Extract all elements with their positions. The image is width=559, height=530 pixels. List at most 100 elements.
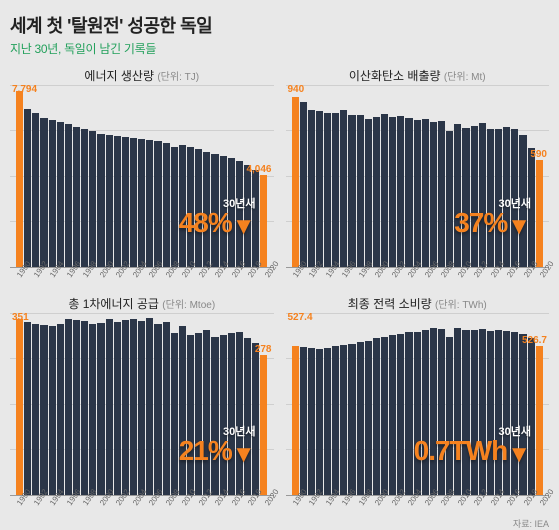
bar: [211, 154, 218, 267]
bar: [357, 115, 364, 267]
bar: [32, 324, 39, 495]
bar: [114, 136, 121, 267]
bar: [81, 321, 88, 495]
bar: [211, 337, 218, 495]
bar: [365, 341, 372, 495]
bar: [503, 331, 510, 495]
bar: [16, 319, 23, 495]
x-axis: 1990199219941996199820002002200420062008…: [286, 498, 550, 516]
bar: [397, 334, 404, 495]
bar: [163, 322, 170, 495]
bar: [519, 135, 526, 267]
bar: [405, 332, 412, 495]
bar: [187, 335, 194, 495]
main-title: 세계 첫 '탈원전' 성공한 독일: [10, 12, 549, 38]
bar: [438, 121, 445, 267]
bar: [357, 342, 364, 495]
bar: [438, 329, 445, 495]
last-value-label: 526.7: [522, 335, 547, 346]
bar: [300, 347, 307, 495]
bar: [316, 111, 323, 267]
bar: [414, 120, 421, 267]
bar: [446, 131, 453, 267]
bar: [220, 335, 227, 495]
bar: [122, 320, 129, 495]
bar: [430, 328, 437, 495]
bar: [81, 129, 88, 267]
bar: [528, 338, 535, 495]
chart-area: 35127830년새21%▼: [10, 314, 274, 496]
first-value-label: 940: [288, 84, 305, 95]
bar: [381, 114, 388, 267]
bar: [130, 138, 137, 267]
bar: [65, 124, 72, 267]
bar: [479, 123, 486, 267]
bar: [89, 324, 96, 495]
bar: [389, 335, 396, 495]
bar: [146, 140, 153, 267]
bar: [97, 134, 104, 267]
bar: [40, 118, 47, 267]
bar: [260, 175, 267, 267]
bar: [244, 338, 251, 495]
bar: [146, 318, 153, 495]
bar: [154, 141, 161, 267]
bar: [16, 91, 23, 267]
bar: [479, 329, 486, 495]
bar: [422, 330, 429, 495]
bar: [292, 346, 299, 495]
bar: [332, 113, 339, 267]
bar: [40, 325, 47, 495]
bar: [179, 145, 186, 267]
bar: [462, 128, 469, 267]
bar: [106, 319, 113, 495]
bar: [57, 122, 64, 267]
chart-area: 527.4526.730년새0.7TWh▼: [286, 314, 550, 496]
bar: [495, 129, 502, 267]
bar: [471, 126, 478, 267]
bar: [179, 326, 186, 495]
bar: [195, 333, 202, 495]
chart-area: 7,7944,04630년새48%▼: [10, 86, 274, 268]
bar: [340, 345, 347, 495]
panel-title: 에너지 생산량 (단위: TJ): [10, 67, 274, 84]
chart-grid: 에너지 생산량 (단위: TJ) 7,7944,04630년새48%▼ 199019…: [10, 67, 549, 515]
last-value-label: 590: [530, 149, 547, 160]
panel-title: 총 1차에너지 공급 (단위: Mtoe): [10, 295, 274, 312]
bar: [163, 143, 170, 267]
bar: [49, 326, 56, 495]
bar: [332, 346, 339, 495]
bar: [97, 323, 104, 495]
bar: [454, 328, 461, 495]
bar: [203, 330, 210, 495]
bar: [373, 338, 380, 495]
bar: [446, 337, 453, 495]
panel-title: 이산화탄소 배출량 (단위: Mt): [286, 67, 550, 84]
bar: [89, 131, 96, 267]
bar: [114, 322, 121, 495]
bar: [308, 348, 315, 495]
bar: [49, 120, 56, 267]
bar: [462, 330, 469, 495]
bar: [511, 332, 518, 495]
bar: [373, 117, 380, 267]
bar: [236, 332, 243, 495]
bar: [316, 349, 323, 495]
bar: [348, 115, 355, 267]
bar: [138, 139, 145, 267]
x-axis: 1990199219941996199820002002200420062008…: [10, 498, 274, 516]
panel-3: 최종 전력 소비량 (단위: TWh) 527.4526.730년새0.7TWh▼…: [286, 295, 550, 515]
bar: [73, 127, 80, 267]
panel-title: 최종 전력 소비량 (단위: TWh): [286, 295, 550, 312]
bar: [32, 113, 39, 267]
bar: [236, 161, 243, 267]
bar: [252, 170, 259, 267]
bar: [24, 322, 31, 495]
bar: [503, 127, 510, 267]
bar: [528, 148, 535, 267]
panel-1: 이산화탄소 배출량 (단위: Mt)94059030년새37%▼19901992…: [286, 67, 550, 287]
source-label: 자료: IEA: [10, 517, 549, 530]
panel-0: 에너지 생산량 (단위: TJ)7,7944,04630년새48%▼199019…: [10, 67, 274, 287]
bar: [228, 333, 235, 495]
bar: [511, 129, 518, 267]
